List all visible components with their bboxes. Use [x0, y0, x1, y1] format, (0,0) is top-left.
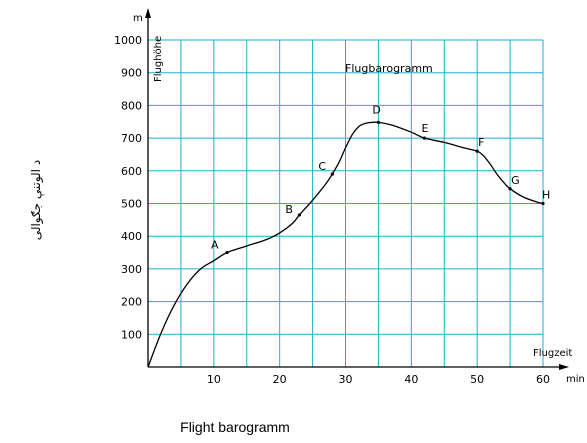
grid [148, 39, 544, 367]
point-label: C [318, 160, 326, 173]
y-tick-label: 900 [121, 67, 142, 80]
y-tick-label: 500 [121, 198, 142, 211]
point-marker [541, 201, 545, 206]
side-label: د الوتنې جګوالی [29, 160, 45, 240]
x-tick-label: 30 [339, 373, 353, 386]
point-marker [225, 250, 229, 255]
point-label: G [511, 174, 520, 187]
point-label: A [211, 239, 219, 252]
point-marker [330, 172, 334, 176]
y-axis-label: Flughöhe [153, 36, 164, 82]
axes [145, 8, 569, 370]
y-tick-label: 100 [121, 328, 142, 341]
x-axis-unit: min [566, 374, 585, 385]
point-annotations: A B C D E F G H [211, 103, 550, 255]
point-label: H [542, 189, 550, 202]
point-label: D [372, 103, 380, 116]
x-tick-label: 50 [470, 373, 484, 386]
y-tick-label: 200 [121, 296, 142, 309]
x-tick-label: 10 [207, 373, 221, 386]
point-marker [475, 149, 479, 153]
y-tick-label: 800 [121, 99, 142, 112]
point-marker [422, 136, 427, 140]
point-marker [376, 120, 381, 125]
chart: 10 20 30 40 50 60 100 200 300 400 500 600 700 800 900 1… [29, 8, 585, 386]
y-tick-label: 400 [121, 230, 142, 243]
tick-labels: 10 20 30 40 50 60 100 200 300 400 500 600 700 800 900 1… [114, 34, 550, 386]
point-marker [297, 213, 302, 217]
x-tick-label: 60 [536, 373, 550, 386]
x-tick-label: 20 [273, 373, 287, 386]
x-axis-arrow [559, 364, 569, 370]
point-label: E [422, 122, 429, 135]
y-tick-label: 300 [121, 263, 142, 276]
y-tick-label: 1000 [114, 34, 142, 47]
point-label: F [478, 136, 484, 149]
x-axis-label: Flugzeit [533, 348, 572, 359]
x-tick-label: 40 [404, 373, 418, 386]
point-label: B [285, 203, 293, 216]
figure-caption: Flight barogramm [180, 419, 290, 435]
point-marker [508, 187, 512, 191]
y-axis-arrow [145, 8, 151, 18]
chart-title: Flugbarogramm [345, 62, 433, 75]
y-tick-label: 700 [121, 132, 142, 145]
y-tick-label: 600 [121, 165, 142, 178]
y-axis-unit: m [133, 13, 143, 24]
